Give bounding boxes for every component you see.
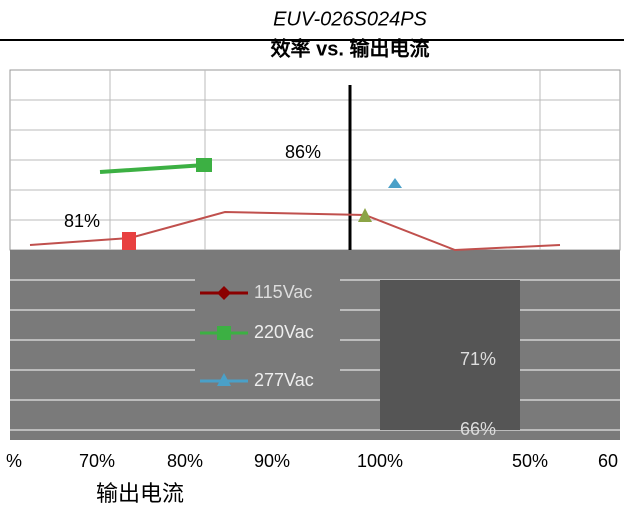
y-tick-label: 71%	[460, 349, 496, 369]
x-tick-label: 70%	[79, 451, 115, 471]
y-tick-label: 66%	[460, 419, 496, 439]
x-tick-label: %	[6, 451, 22, 471]
marker	[358, 208, 372, 222]
x-tick-label: 50%	[512, 451, 548, 471]
title: EUV-026S024PS	[273, 8, 427, 30]
x-tick-label: 80%	[167, 451, 203, 471]
x-tick-label: 90%	[254, 451, 290, 471]
marker	[196, 158, 212, 172]
subtitle: 效率 vs. 输出电流	[271, 36, 430, 60]
legend-label: 277Vac	[254, 370, 314, 390]
series-line	[99, 163, 206, 174]
marker	[122, 232, 136, 250]
plot-patch	[380, 280, 520, 430]
x-axis-title: 输出电流	[96, 481, 184, 506]
series-line	[29, 210, 561, 252]
x-tick-label: 60	[598, 451, 618, 471]
legend-marker	[217, 326, 231, 340]
legend-label: 115Vac	[254, 282, 312, 302]
legend-label: 220Vac	[254, 322, 314, 342]
x-tick-label: 100%	[357, 451, 403, 471]
legend-marker	[217, 286, 231, 300]
y-tick-label: 81%	[64, 211, 100, 231]
x-ticks: % 70% 80% 90% 100% 50% 60	[6, 451, 618, 471]
marker	[388, 178, 402, 188]
legend-marker	[217, 373, 231, 386]
y-tick-label: 86%	[285, 142, 321, 162]
